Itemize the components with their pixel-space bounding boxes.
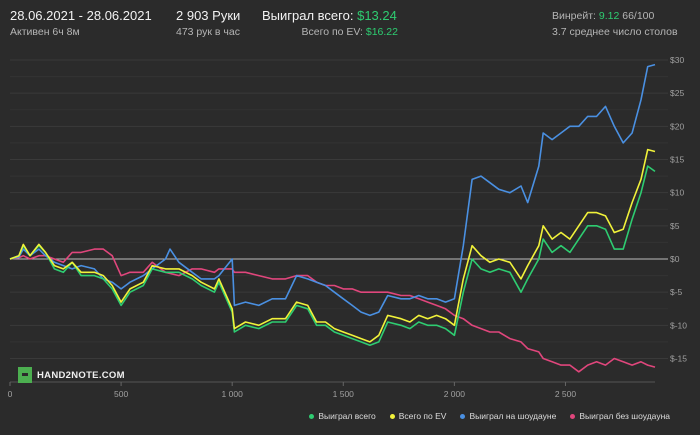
header-hands-block: 2 903 Руки 473 рук в час xyxy=(176,8,240,40)
hand2note-logo: HAND2NOTE.COM xyxy=(18,367,125,383)
legend-item-showdown[interactable]: Выиграл на шоудауне xyxy=(460,411,556,421)
header-dates-block: 28.06.2021 - 28.06.2021 Активен 6ч 8м xyxy=(10,8,152,40)
series-lines xyxy=(9,63,656,373)
y-tick-label: $30 xyxy=(670,55,684,65)
legend-dot-icon xyxy=(460,413,466,419)
winrate-value: 9.12 xyxy=(598,10,620,22)
ev-value: $16.22 xyxy=(365,26,398,38)
legend-item-won[interactable]: Выиграл всего xyxy=(309,411,376,421)
y-tick-label: $10 xyxy=(670,188,684,198)
header-won-block: Выиграл всего: $13.24 Всего по EV: $16.2… xyxy=(262,8,398,40)
winrate-label: Винрейт: xyxy=(552,10,596,22)
y-tick-label: $5 xyxy=(670,221,680,231)
legend-dot-icon xyxy=(309,413,315,419)
series-line-showdown xyxy=(9,63,656,317)
legend-dot-icon xyxy=(570,413,576,419)
legend-dot-icon xyxy=(389,413,395,419)
y-tick-label: $15 xyxy=(670,155,684,165)
x-tick-label: 0 xyxy=(8,389,13,399)
y-tick-label: $20 xyxy=(670,121,684,131)
tables-average: 3.7 среднее число столов xyxy=(552,26,678,38)
legend-label-won: Выиграл всего xyxy=(318,411,376,421)
legend-label-nonshowdown: Выиграл без шоудауна xyxy=(579,411,670,421)
legend-label-ev: Всего по EV xyxy=(398,411,447,421)
header-winrate-block: Винрейт: 9.12 66/100 3.7 среднее число с… xyxy=(552,8,680,40)
y-axis-ticks: $30 $25 $20 $15 $10 $5 $0 $-5 $-10 $-15 xyxy=(670,55,687,364)
winrate-hands: 66/100 xyxy=(622,10,655,22)
grid-lines xyxy=(10,59,668,383)
legend-label-showdown: Выиграл на шоудауне xyxy=(469,411,557,421)
active-time: Активен 6ч 8м xyxy=(10,26,80,38)
y-tick-label: $0 xyxy=(670,254,680,264)
chart-legend: Выиграл всего Всего по EV Выиграл на шоу… xyxy=(309,411,670,421)
won-label: Выиграл всего: xyxy=(262,8,354,23)
series-line-ev xyxy=(9,148,656,343)
y-tick-label: $-5 xyxy=(670,287,683,297)
legend-item-ev[interactable]: Всего по EV xyxy=(389,411,447,421)
x-axis-ticks: 0 500 1 000 1 500 2 000 2 500 xyxy=(8,382,577,399)
series-line-nonshowdown xyxy=(9,248,656,373)
x-tick-label: 2 000 xyxy=(444,389,466,399)
logo-text: HAND2NOTE.COM xyxy=(37,369,125,381)
y-tick-label: $-10 xyxy=(670,320,687,330)
hand2note-logo-icon xyxy=(18,367,32,383)
won-value: $13.24 xyxy=(357,8,397,23)
x-tick-label: 1 000 xyxy=(222,389,244,399)
hands-count: 2 903 Руки xyxy=(176,8,241,23)
ev-label: Всего по EV: xyxy=(301,26,363,38)
y-tick-label: $-15 xyxy=(670,354,687,364)
x-tick-label: 2 500 xyxy=(555,389,577,399)
date-range: 28.06.2021 - 28.06.2021 xyxy=(10,8,152,23)
x-tick-label: 1 500 xyxy=(333,389,355,399)
y-tick-label: $25 xyxy=(670,88,684,98)
series-line-won xyxy=(9,165,656,346)
hands-per-hour: 473 рук в час xyxy=(176,26,240,38)
x-tick-label: 500 xyxy=(114,389,128,399)
legend-item-nonshowdown[interactable]: Выиграл без шоудауна xyxy=(570,411,670,421)
